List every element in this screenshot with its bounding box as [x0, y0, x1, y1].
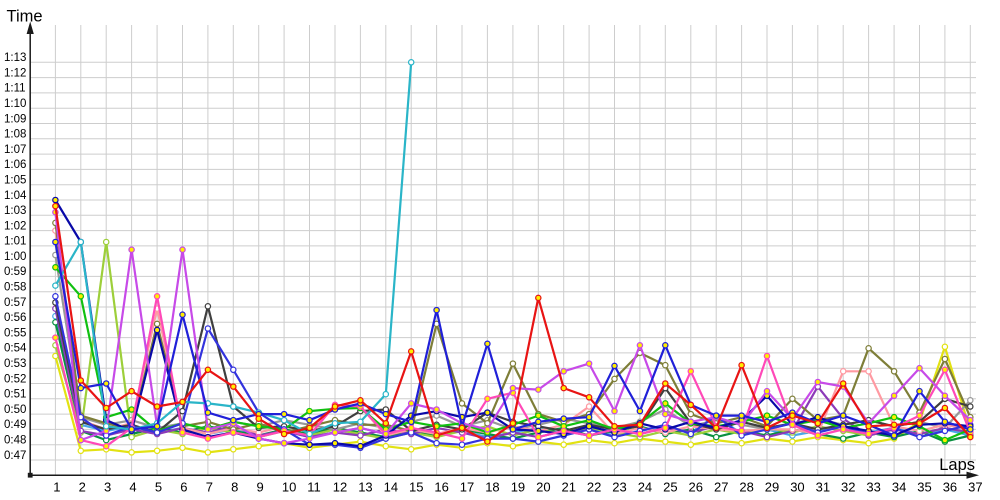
- svg-text:0:49: 0:49: [4, 419, 26, 431]
- svg-text:36: 36: [943, 480, 957, 495]
- svg-text:0:53: 0:53: [4, 358, 26, 370]
- svg-text:0:55: 0:55: [4, 327, 26, 339]
- svg-text:30: 30: [790, 480, 804, 495]
- svg-text:2: 2: [79, 480, 86, 495]
- svg-text:5: 5: [155, 480, 162, 495]
- svg-text:1:13: 1:13: [4, 52, 26, 64]
- svg-text:1:01: 1:01: [4, 236, 26, 248]
- svg-text:26: 26: [689, 480, 703, 495]
- svg-text:1:04: 1:04: [4, 190, 27, 202]
- svg-text:10: 10: [282, 480, 296, 495]
- svg-text:15: 15: [409, 480, 423, 495]
- svg-text:33: 33: [866, 480, 880, 495]
- svg-text:21: 21: [562, 480, 576, 495]
- svg-text:6: 6: [180, 480, 187, 495]
- svg-text:27: 27: [714, 480, 728, 495]
- svg-text:25: 25: [663, 480, 677, 495]
- svg-text:17: 17: [460, 480, 474, 495]
- svg-text:31: 31: [816, 480, 830, 495]
- svg-text:1:00: 1:00: [4, 251, 26, 263]
- svg-text:0:52: 0:52: [4, 373, 26, 385]
- svg-text:8: 8: [231, 480, 238, 495]
- svg-text:0:54: 0:54: [4, 343, 27, 355]
- svg-text:1:11: 1:11: [4, 83, 26, 95]
- svg-text:0:59: 0:59: [4, 266, 26, 278]
- svg-text:9: 9: [257, 480, 264, 495]
- svg-text:1:07: 1:07: [4, 144, 26, 156]
- svg-text:1: 1: [53, 480, 60, 495]
- svg-text:35: 35: [917, 480, 931, 495]
- svg-text:4: 4: [129, 480, 136, 495]
- svg-text:3: 3: [104, 480, 111, 495]
- svg-text:1:02: 1:02: [4, 220, 26, 232]
- svg-text:Laps: Laps: [939, 456, 975, 474]
- svg-text:1:12: 1:12: [4, 67, 26, 79]
- svg-text:16: 16: [434, 480, 448, 495]
- svg-text:18: 18: [485, 480, 499, 495]
- svg-text:11: 11: [307, 480, 321, 495]
- svg-text:29: 29: [765, 480, 779, 495]
- svg-text:0:58: 0:58: [4, 282, 26, 294]
- svg-text:32: 32: [841, 480, 855, 495]
- svg-text:1:03: 1:03: [4, 205, 26, 217]
- svg-text:20: 20: [536, 480, 550, 495]
- svg-text:24: 24: [638, 480, 652, 495]
- svg-text:22: 22: [587, 480, 601, 495]
- svg-text:0:48: 0:48: [4, 435, 26, 447]
- svg-text:12: 12: [333, 480, 347, 495]
- svg-text:7: 7: [206, 480, 213, 495]
- svg-text:1:10: 1:10: [4, 98, 26, 110]
- svg-text:1:06: 1:06: [4, 159, 26, 171]
- svg-text:0:50: 0:50: [4, 404, 26, 416]
- svg-text:19: 19: [511, 480, 525, 495]
- svg-text:34: 34: [892, 480, 906, 495]
- svg-text:0:57: 0:57: [4, 297, 26, 309]
- svg-text:0:51: 0:51: [4, 389, 26, 401]
- svg-text:1:05: 1:05: [4, 175, 26, 187]
- svg-text:0:56: 0:56: [4, 312, 26, 324]
- svg-text:Time: Time: [7, 8, 43, 26]
- svg-text:23: 23: [612, 480, 626, 495]
- svg-text:28: 28: [739, 480, 753, 495]
- svg-text:13: 13: [358, 480, 372, 495]
- svg-text:14: 14: [384, 480, 398, 495]
- svg-text:0:47: 0:47: [4, 450, 26, 462]
- svg-text:1:09: 1:09: [4, 113, 26, 125]
- svg-text:37: 37: [968, 480, 982, 495]
- svg-text:1:08: 1:08: [4, 129, 26, 141]
